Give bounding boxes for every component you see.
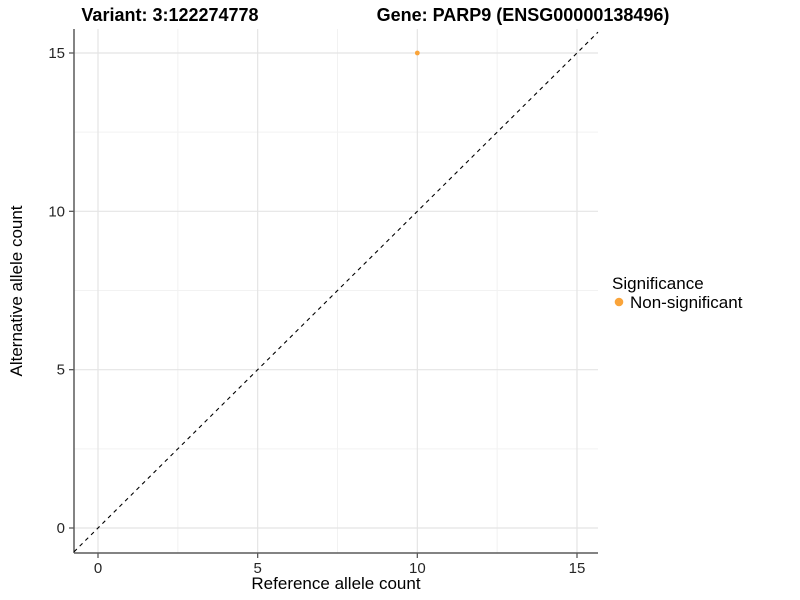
legend-item-label: Non-significant: [630, 293, 743, 312]
x-tick-label: 5: [253, 560, 261, 577]
legend-items: Non-significant: [614, 293, 743, 312]
y-tick-label: 5: [57, 362, 65, 379]
y-tick-label: 10: [48, 203, 65, 220]
legend-key-dot: [614, 297, 624, 307]
x-tick-label: 0: [94, 560, 102, 577]
data-layer: [73, 31, 599, 553]
x-tick-label: 15: [569, 560, 586, 577]
axis-layer: 0 5 10 15 0 5 10 15: [48, 29, 598, 577]
data-point: [414, 50, 420, 56]
x-axis-label: Reference allele count: [251, 574, 420, 593]
grid-layer: [74, 29, 598, 553]
y-tick-label: 15: [48, 45, 65, 62]
legend-title: Significance: [612, 274, 704, 293]
y-tick-label: 0: [57, 520, 65, 537]
plot-title-variant: Variant: 3:122274778: [81, 5, 258, 25]
y-axis-label: Alternative allele count: [7, 205, 26, 376]
x-tick-label: 10: [409, 560, 426, 577]
identity-line: [73, 31, 599, 553]
plot-title-gene: Gene: PARP9 (ENSG00000138496): [377, 5, 670, 25]
